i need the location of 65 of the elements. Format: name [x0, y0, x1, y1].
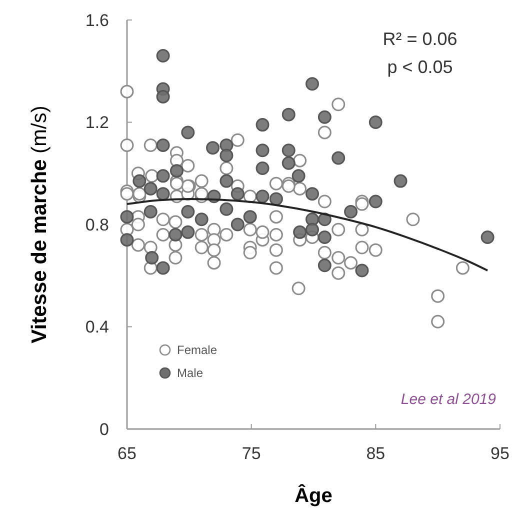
point	[293, 225, 307, 239]
point	[282, 108, 296, 122]
point	[282, 156, 296, 170]
y-tick-label: 1.2	[85, 113, 109, 132]
point	[269, 192, 283, 206]
point	[144, 182, 158, 196]
y-axis-title: Vitesse de marche (m/s)	[28, 106, 51, 344]
x-tick-label: 85	[366, 444, 386, 463]
point	[156, 138, 170, 152]
point	[256, 118, 270, 132]
y-tick-label: 0.4	[85, 318, 109, 337]
point	[168, 228, 182, 242]
x-tick-label: 75	[242, 444, 261, 463]
point	[181, 204, 195, 218]
x-tick-label: 95	[490, 444, 510, 463]
annotation: p < 0.05	[387, 57, 453, 77]
x-axis-title: Âge	[294, 484, 332, 507]
point	[156, 169, 170, 183]
point	[480, 230, 494, 244]
point	[120, 233, 134, 247]
legend-label: Female	[177, 343, 218, 358]
point	[156, 49, 170, 63]
point	[256, 190, 270, 204]
point	[368, 194, 382, 208]
point	[355, 264, 369, 278]
point	[292, 169, 306, 183]
point	[318, 110, 332, 124]
point	[206, 141, 220, 155]
y-tick-label: 0	[100, 420, 109, 439]
point	[145, 250, 159, 264]
point	[332, 151, 346, 165]
point	[318, 212, 332, 226]
y-tick-label: 1.6	[85, 10, 109, 30]
point	[306, 222, 320, 236]
point	[132, 174, 146, 188]
point	[318, 230, 332, 244]
point	[194, 212, 208, 226]
point	[318, 258, 332, 272]
point	[156, 261, 170, 275]
annotation: Lee et al 2019	[400, 391, 497, 408]
point	[156, 90, 170, 104]
point	[256, 162, 270, 176]
point	[243, 210, 257, 224]
annotation: R² = 0.06	[382, 29, 458, 49]
point	[306, 187, 320, 201]
point	[282, 144, 296, 158]
point	[230, 187, 244, 201]
point	[256, 144, 270, 158]
point	[120, 210, 134, 224]
point	[156, 187, 170, 201]
point	[170, 164, 184, 178]
point	[220, 202, 234, 216]
point	[230, 218, 244, 232]
point	[181, 126, 195, 140]
point	[181, 225, 195, 239]
x-tick-label: 65	[118, 444, 136, 463]
point	[220, 148, 234, 162]
legend-label: Male	[177, 366, 204, 380]
point	[394, 174, 408, 188]
point	[368, 116, 382, 129]
point	[344, 204, 358, 218]
point	[144, 204, 158, 218]
point	[306, 77, 320, 91]
y-tick-label: 0.8	[85, 215, 109, 234]
point	[220, 174, 234, 188]
